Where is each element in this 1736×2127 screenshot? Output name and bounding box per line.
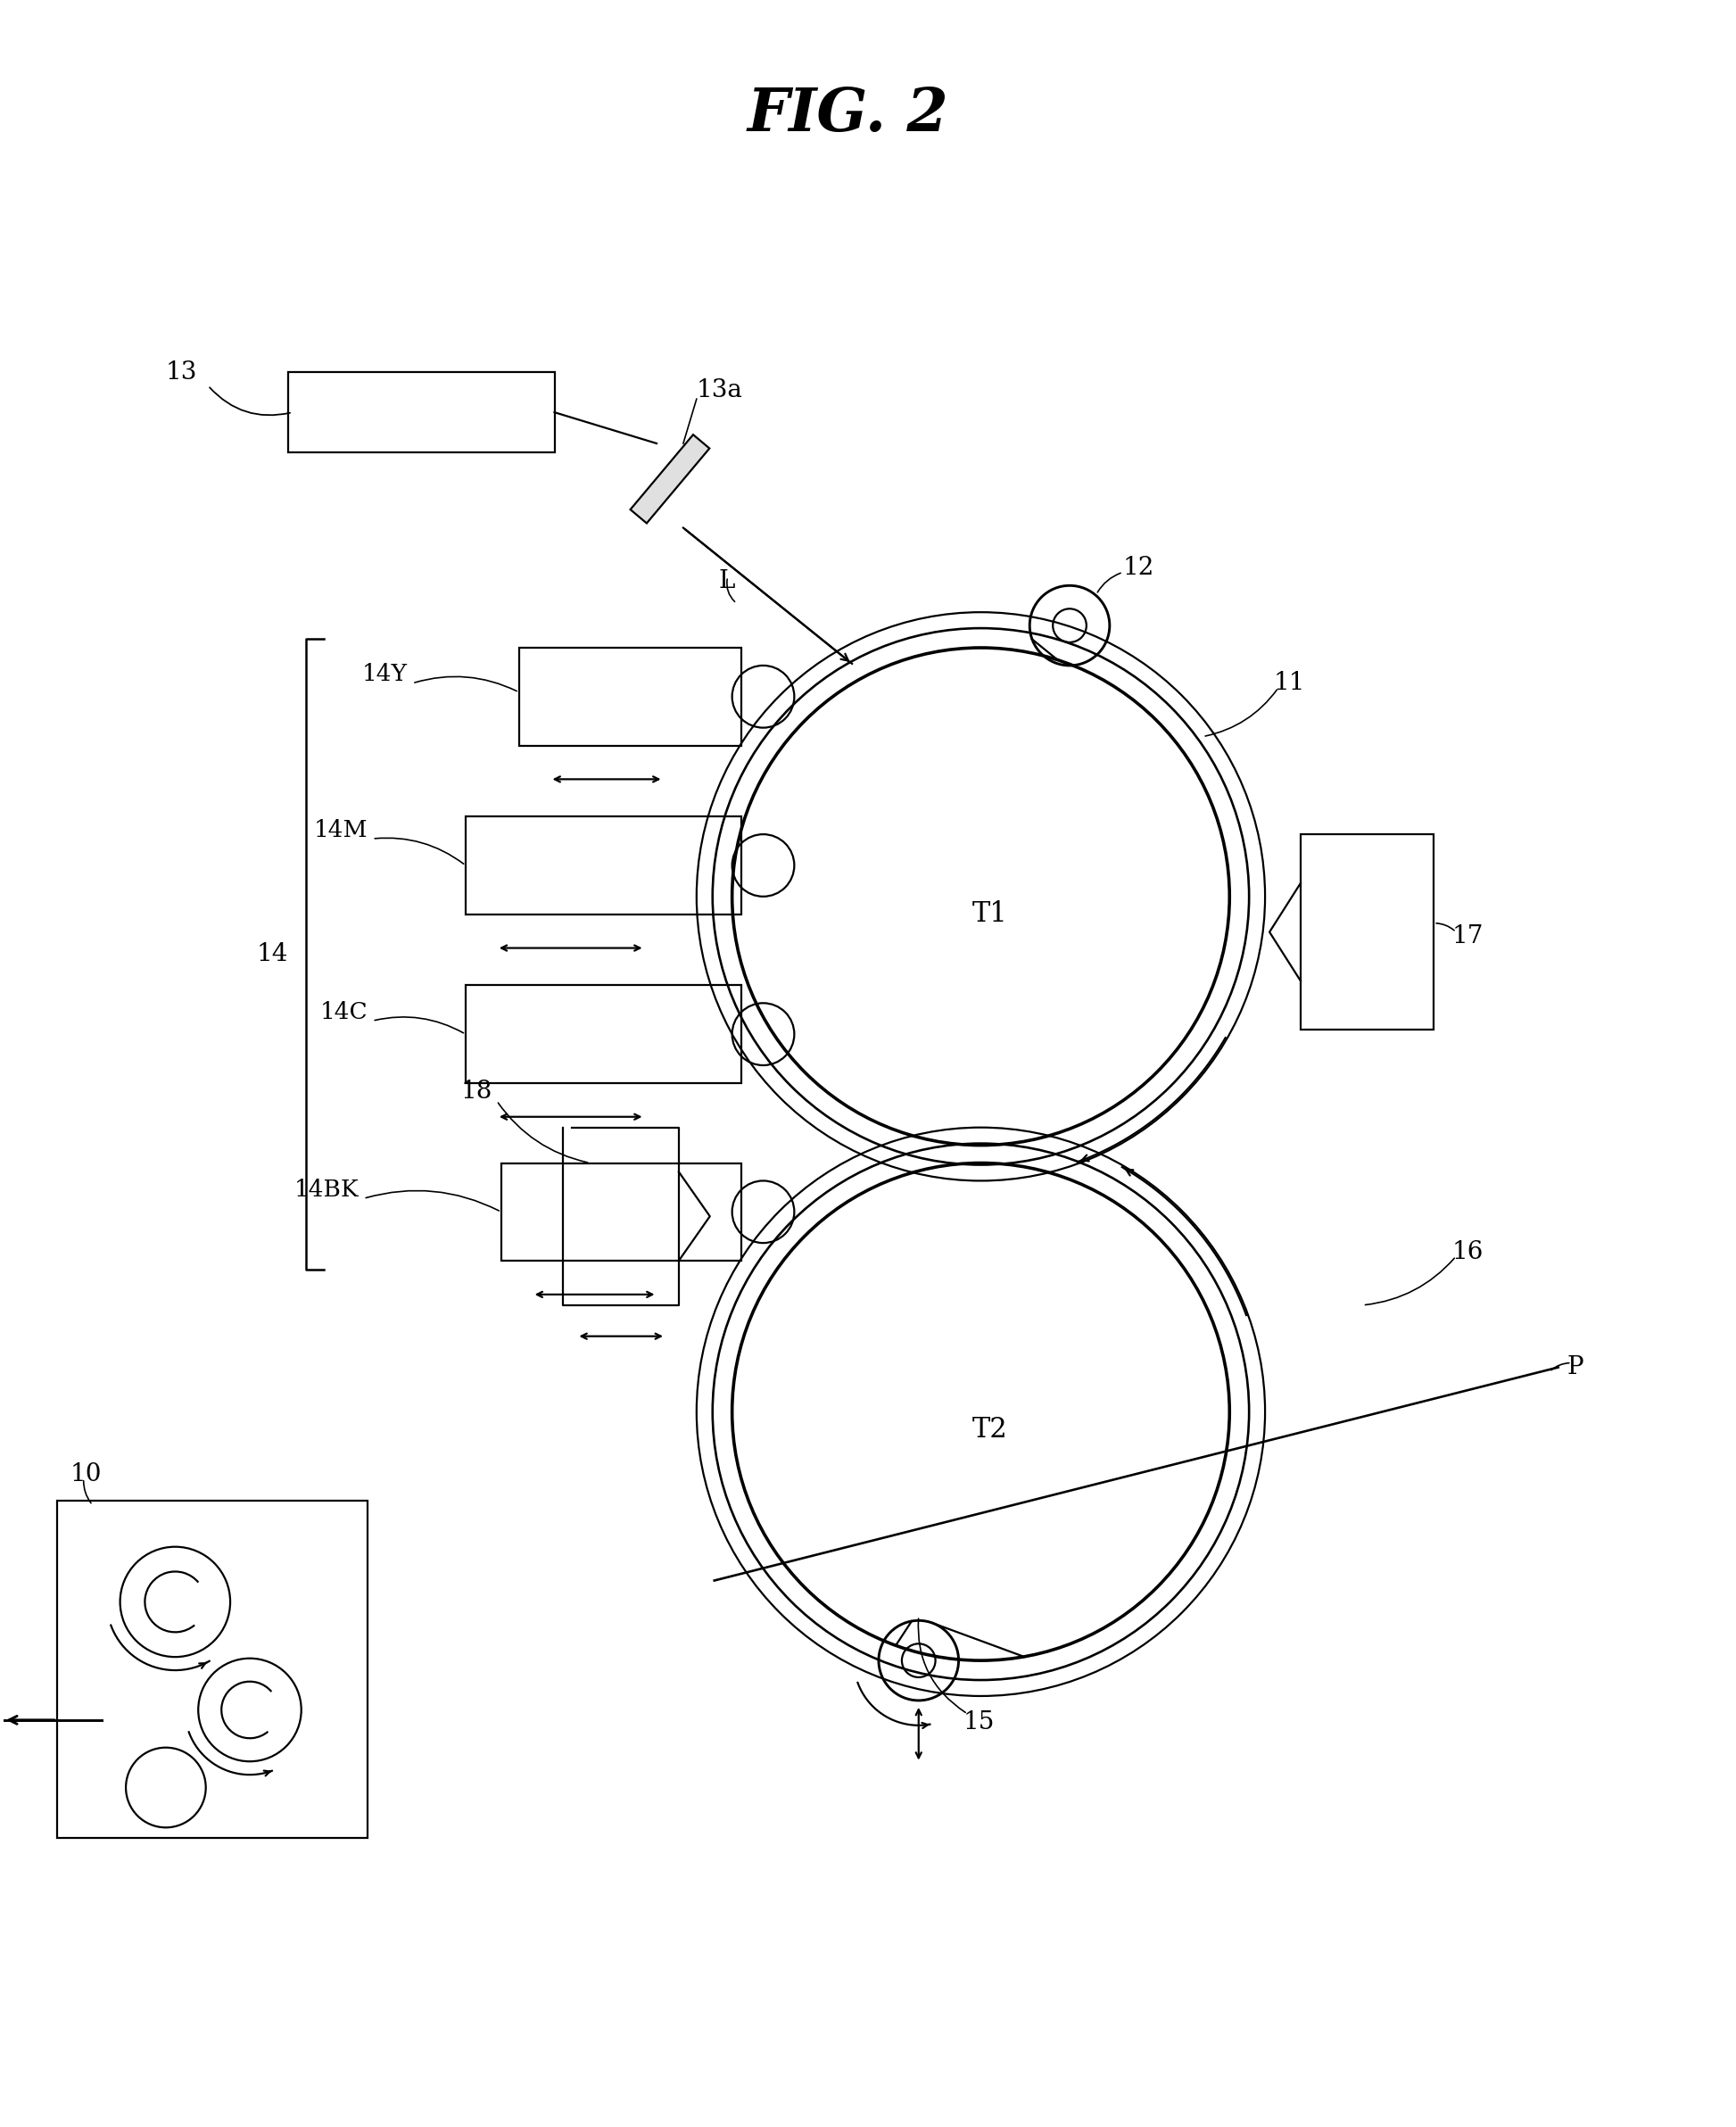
Bar xyxy=(1300,834,1434,1029)
Text: T2: T2 xyxy=(972,1417,1007,1444)
Text: 13: 13 xyxy=(165,359,198,385)
Text: 10: 10 xyxy=(71,1461,102,1487)
Text: 14M: 14M xyxy=(314,819,368,840)
Text: 13a: 13a xyxy=(696,379,743,402)
Polygon shape xyxy=(630,434,710,523)
Text: FIG. 2: FIG. 2 xyxy=(746,85,948,145)
Text: L: L xyxy=(719,570,734,593)
Text: P: P xyxy=(1568,1355,1583,1380)
Text: 17: 17 xyxy=(1451,925,1483,949)
Bar xyxy=(288,372,554,453)
Text: 15: 15 xyxy=(963,1710,995,1736)
Text: 14BK: 14BK xyxy=(293,1178,359,1202)
Bar xyxy=(465,817,741,915)
Bar xyxy=(57,1500,368,1838)
Bar xyxy=(465,985,741,1083)
Bar xyxy=(519,649,741,744)
Text: 14Y: 14Y xyxy=(363,664,408,685)
Text: T1: T1 xyxy=(972,900,1007,927)
Text: 12: 12 xyxy=(1123,555,1154,581)
Text: 16: 16 xyxy=(1451,1240,1483,1263)
Text: 18: 18 xyxy=(460,1081,493,1104)
Text: 14C: 14C xyxy=(319,1002,368,1023)
Text: 14: 14 xyxy=(257,942,288,966)
Bar xyxy=(502,1163,741,1261)
Text: 11: 11 xyxy=(1274,672,1305,696)
